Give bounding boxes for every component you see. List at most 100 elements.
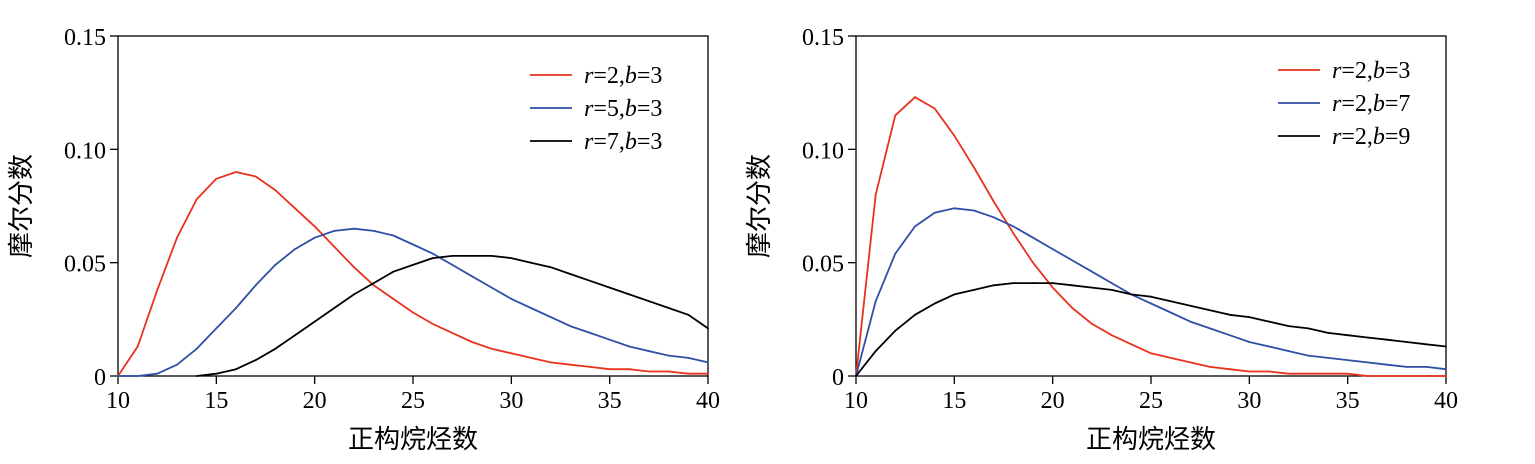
legend-label: r=7,b=3 [584,129,662,155]
data-point [313,236,316,239]
data-point [510,257,513,260]
x-tick-label: 35 [1336,388,1360,414]
x-axis-title: 正构烷烃数 [348,425,478,454]
data-point [136,345,139,348]
data-point [933,302,936,305]
x-tick-label: 10 [106,388,130,414]
data-point [1366,336,1369,339]
data-point [490,254,493,257]
data-point [274,264,277,266]
data-point [1366,361,1369,364]
legend-label: r=2,b=3 [1332,58,1410,84]
data-point [549,266,552,269]
data-point [608,338,611,341]
data-point [1209,309,1211,312]
data-point [1110,334,1113,337]
data-point [1425,375,1428,377]
y-tick-label: 0.05 [64,252,106,278]
data-point [136,375,139,377]
data-point [1366,375,1369,377]
data-point [608,286,611,289]
data-point [648,350,650,352]
data-point [569,325,572,328]
data-point [353,266,355,269]
data-point [215,177,218,180]
data-point [1346,359,1349,362]
data-point [992,200,995,203]
y-tick-label: 0 [94,365,106,391]
data-point [1169,300,1172,303]
data-point [274,189,277,192]
data-point [490,347,493,350]
data-point [1189,304,1192,307]
data-point [372,284,375,287]
data-point [176,236,178,239]
data-point [156,372,159,375]
data-point [294,207,296,210]
data-point [549,316,552,318]
data-point [1386,338,1388,341]
y-tick-label: 0.15 [802,25,844,51]
data-point [372,282,375,284]
y-tick-label: 0.05 [802,252,844,278]
data-point [569,273,572,275]
data-point [294,248,296,250]
data-point [589,279,591,282]
data-point [1051,248,1054,250]
data-point [914,96,916,99]
data-point [1405,366,1408,368]
x-tick-label: 25 [401,388,425,414]
data-point [707,372,709,375]
data-point [687,356,690,359]
data-point [412,264,414,266]
data-point [195,347,198,350]
data-point [874,193,877,196]
data-point [156,288,159,291]
data-point [1445,345,1447,348]
data-point [1287,350,1290,352]
data-point [1110,288,1113,291]
x-tick-label: 30 [1237,388,1261,414]
data-point [1405,341,1408,343]
y-tick-label: 0.10 [64,138,106,164]
legend-label: r=2,b=7 [1332,91,1410,117]
data-point [1268,320,1270,323]
data-point [431,322,434,325]
data-point [589,366,591,368]
data-point [648,300,650,303]
data-point [1091,286,1093,289]
x-tick-label: 40 [696,388,720,414]
data-point [1248,341,1251,343]
data-point [1425,343,1428,346]
data-point [176,363,178,366]
data-point [1091,322,1093,325]
x-tick-label: 20 [1041,388,1065,414]
data-point [1032,282,1034,284]
data-point [874,300,877,303]
data-point [1012,232,1015,235]
data-point [333,307,336,309]
data-point [1228,334,1231,337]
data-point [412,311,414,314]
data-point [195,198,198,201]
data-point [530,356,532,359]
data-point [1307,327,1310,330]
data-point [1307,354,1310,357]
x-tick-label: 30 [499,388,523,414]
y-axis-title: 摩尔分数 [745,154,774,258]
data-point [707,361,709,364]
data-point [1445,368,1447,371]
data-point [628,368,631,371]
legend: r=2,b=3 r=2,b=7 r=2,b=9 [1278,58,1410,150]
data-point [628,345,631,348]
data-point [992,284,995,287]
data-point [195,375,198,377]
data-point [1209,327,1211,330]
data-point [313,320,316,323]
data-point [855,375,857,377]
data-point [1012,282,1015,284]
data-point [914,313,916,316]
data-point [992,216,995,219]
data-point [973,209,975,212]
data-point [953,293,956,296]
